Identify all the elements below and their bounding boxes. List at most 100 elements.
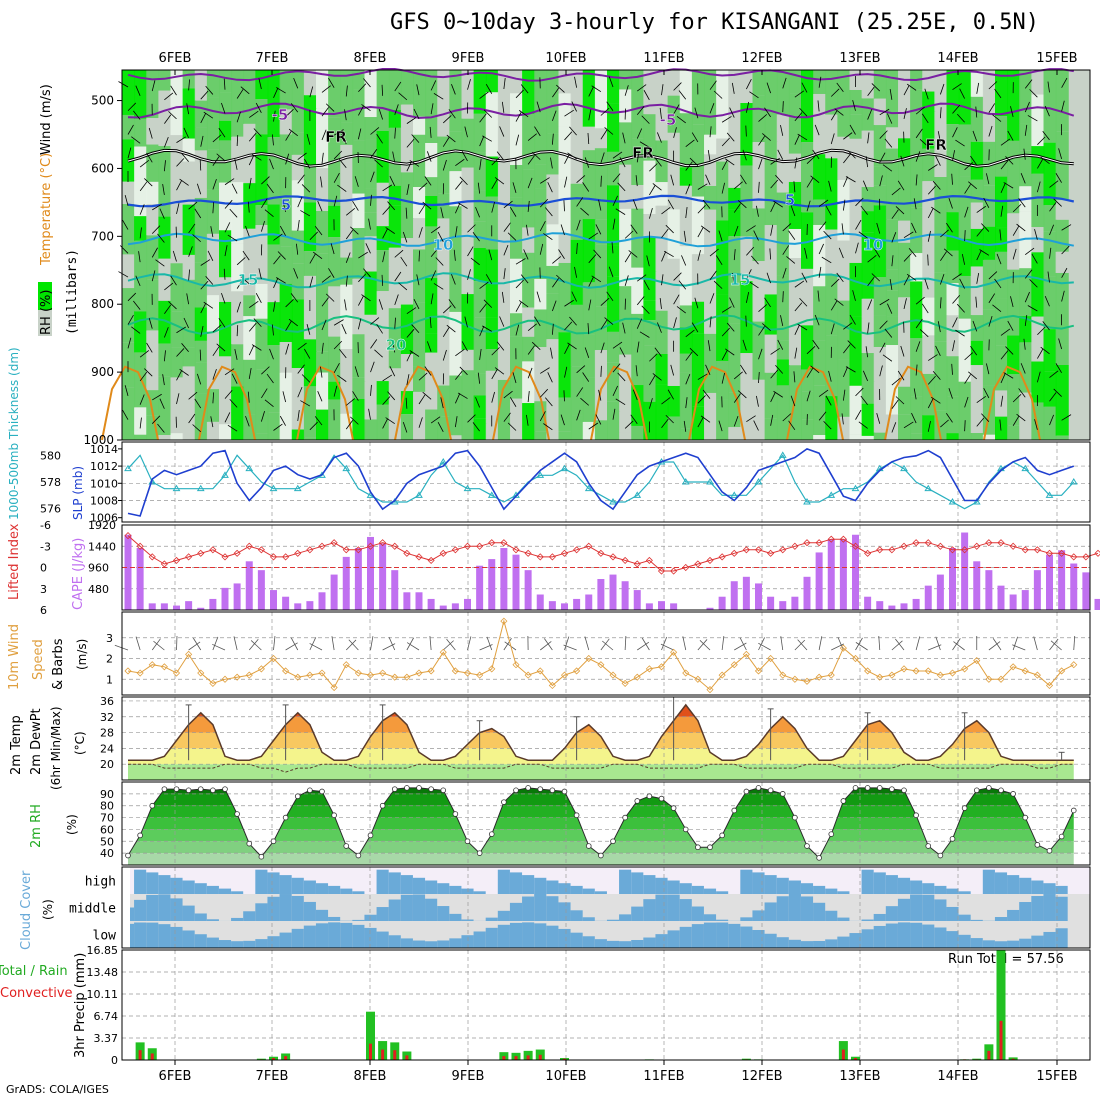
rh-patch	[522, 70, 536, 114]
cloud-bar	[1007, 909, 1020, 921]
rh-patch	[704, 237, 718, 297]
li-marker	[500, 539, 508, 547]
wind-barb	[721, 372, 725, 384]
rh-patch	[328, 70, 342, 118]
rh-patch	[910, 207, 924, 254]
rh-patch	[607, 401, 621, 440]
wind10-marker	[124, 667, 132, 675]
wind-barb	[162, 183, 165, 195]
wind-barb	[339, 349, 347, 359]
rh-patch	[607, 276, 621, 332]
rh-patch	[425, 333, 439, 353]
rh-patch	[461, 349, 475, 371]
rh-patch	[619, 89, 633, 123]
wind-barb	[1016, 413, 1026, 422]
wind-barb	[515, 324, 520, 336]
wind-barb	[491, 201, 495, 213]
wind-barb	[1024, 291, 1030, 303]
wind-barb	[269, 348, 274, 360]
rh2m-marker	[561, 788, 568, 795]
wind-barb	[368, 408, 371, 420]
wind-barb	[709, 248, 719, 257]
wind-barb	[588, 232, 599, 240]
wind10-units-label: (m/s)	[75, 639, 89, 670]
rh-patch	[643, 70, 657, 115]
wind-barb	[527, 323, 537, 332]
wind-barb	[297, 196, 303, 208]
rh-patch	[279, 109, 293, 135]
cloud-bar	[485, 917, 498, 921]
wind10-marker	[694, 675, 702, 683]
rh-patch	[704, 392, 718, 440]
wind-barb	[753, 420, 759, 431]
cape-bar	[415, 592, 423, 610]
precip-tick-label: 13.48	[87, 966, 119, 979]
rh-patch	[182, 279, 196, 348]
wind-barb	[357, 128, 362, 140]
rh-patch	[570, 366, 584, 416]
rh-patch	[728, 70, 742, 121]
wind-barb	[576, 387, 584, 397]
wind-barb	[564, 321, 573, 331]
wind-barb	[654, 157, 662, 167]
wind-barb	[279, 225, 286, 236]
cloud-bar	[1007, 940, 1020, 948]
wind-barb	[867, 255, 877, 263]
precip-convective-bar	[538, 1054, 542, 1060]
rh-patch	[522, 403, 536, 440]
rh2m-marker	[501, 799, 507, 805]
rh-patch	[267, 412, 281, 440]
rh-patch	[849, 70, 863, 90]
cloud-bar	[497, 910, 510, 921]
wind-barb	[448, 109, 456, 119]
wind-barb	[1027, 115, 1038, 122]
wind-barb	[418, 182, 428, 191]
rh-patch	[619, 208, 633, 242]
wind-barb	[176, 203, 180, 215]
cape-bar	[233, 583, 241, 610]
rh2m-marker	[743, 788, 750, 795]
rh-patch	[679, 70, 693, 114]
wind-barb	[467, 414, 476, 423]
rh-patch	[801, 419, 815, 440]
rh-patch	[352, 228, 366, 279]
rh-patch	[764, 294, 778, 335]
dewpoint-axis-label: 2m DewPt	[29, 708, 44, 775]
rh-patch	[776, 114, 790, 142]
wind-barb	[598, 389, 602, 401]
rh-patch	[982, 70, 996, 142]
rh-patch	[425, 142, 439, 178]
wind-barb	[472, 422, 480, 432]
cape-bar	[706, 607, 714, 610]
cloud-bar	[800, 941, 814, 948]
temp-contour-25	[296, 365, 354, 441]
wind-barb	[762, 323, 771, 331]
rh-patch	[922, 70, 936, 92]
cape-bar	[767, 596, 775, 610]
cloud-bar	[134, 922, 147, 948]
wind-barb	[584, 157, 590, 168]
li-marker	[645, 556, 653, 564]
cape-bar	[621, 581, 629, 610]
wind-barb	[828, 370, 832, 382]
rh-patch	[473, 70, 487, 114]
wind-barb	[273, 300, 276, 312]
rh-patch	[255, 253, 269, 284]
cloud-bar	[449, 938, 462, 948]
wind-barb	[818, 266, 822, 278]
rh-patch	[910, 281, 924, 339]
rh-patch	[740, 236, 754, 282]
wind-barb	[442, 349, 447, 361]
wind10-barb	[540, 641, 552, 651]
wind-barb	[176, 180, 183, 191]
precip-total-bar	[523, 1050, 533, 1060]
wind-barb	[632, 389, 638, 401]
wind-barb	[939, 107, 942, 119]
wind-barb	[314, 226, 323, 236]
rh-patch	[837, 359, 851, 417]
rh-patch	[873, 432, 887, 440]
wind-barb	[146, 342, 153, 353]
rh-patch	[873, 185, 887, 206]
wind-barb	[689, 347, 699, 357]
wind-barb	[709, 293, 715, 304]
